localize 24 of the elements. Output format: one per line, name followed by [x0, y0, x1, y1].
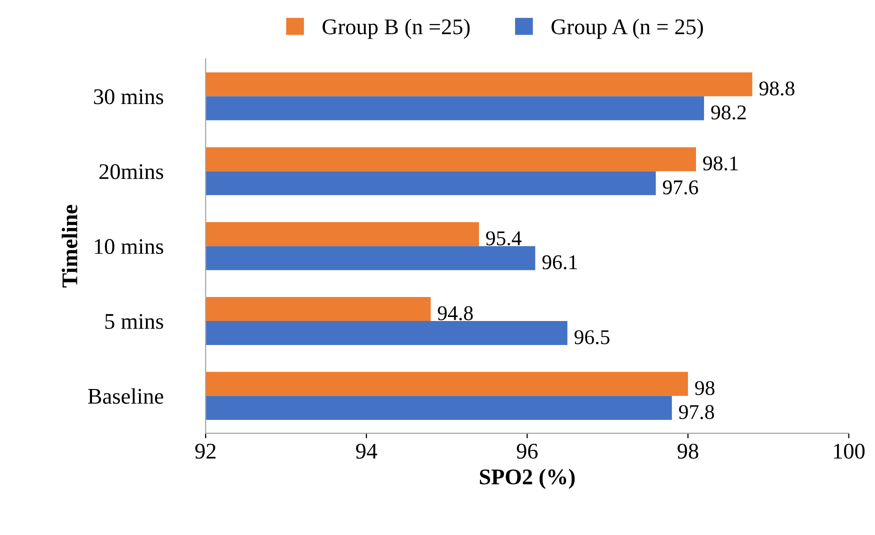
y-tick-label: 30 mins: [94, 89, 164, 104]
y-tick-label: 10 mins: [94, 239, 164, 254]
data-label: 94.8: [438, 306, 473, 320]
x-tick-label: 100: [834, 444, 865, 459]
data-label: 98: [695, 381, 714, 396]
data-label: 97.8: [678, 405, 714, 420]
data-label: 98.8: [759, 81, 794, 96]
data-label: 95.4: [486, 231, 522, 246]
y-tick-label: 20mins: [99, 164, 164, 180]
x-tick-label: 92: [195, 444, 216, 459]
y-tick-label: 5 mins: [105, 314, 164, 329]
data-label: 96.1: [542, 255, 577, 270]
x-tick-label: 94: [356, 444, 378, 459]
data-label: 98.1: [703, 156, 738, 171]
x-tick-label: 98: [678, 444, 698, 459]
y-tick-label: Baseline: [88, 388, 164, 404]
data-label: 98.2: [711, 105, 746, 120]
data-label: 96.5: [574, 330, 610, 344]
y-axis-title: Timeline: [62, 204, 78, 288]
data-label: 97.6: [662, 180, 698, 194]
x-axis-title: SPO2 (%): [480, 468, 575, 489]
legend-label: Group A (n = 25): [552, 18, 703, 39]
legend-label: Group B (n =25): [322, 18, 470, 39]
x-tick-label: 96: [516, 444, 538, 459]
